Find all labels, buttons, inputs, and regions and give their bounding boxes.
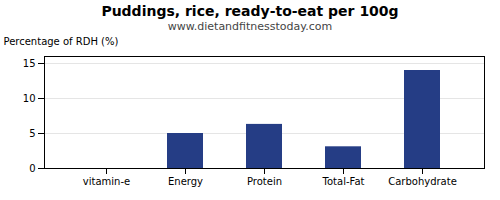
svg-text:Protein: Protein [247,176,282,187]
svg-text:5: 5 [29,128,35,139]
svg-text:Energy: Energy [168,176,203,187]
svg-text:Carbohydrate: Carbohydrate [388,176,457,187]
svg-text:0: 0 [29,163,35,174]
html-text:Puddings, rice, ready-to-eat p: Puddings, rice, ready-to-eat per 100g [101,3,399,19]
svg-text:10: 10 [23,93,36,104]
svg-text:vitamin-e: vitamin-e [83,176,130,187]
svg-text:Percentage of RDH (%): Percentage of RDH (%) [4,36,119,47]
html-text:www.dietandfitnesstoday.com: www.dietandfitnesstoday.com [167,20,333,33]
svg-text:15: 15 [23,58,36,69]
svg-text:Total-Fat: Total-Fat [322,176,365,187]
